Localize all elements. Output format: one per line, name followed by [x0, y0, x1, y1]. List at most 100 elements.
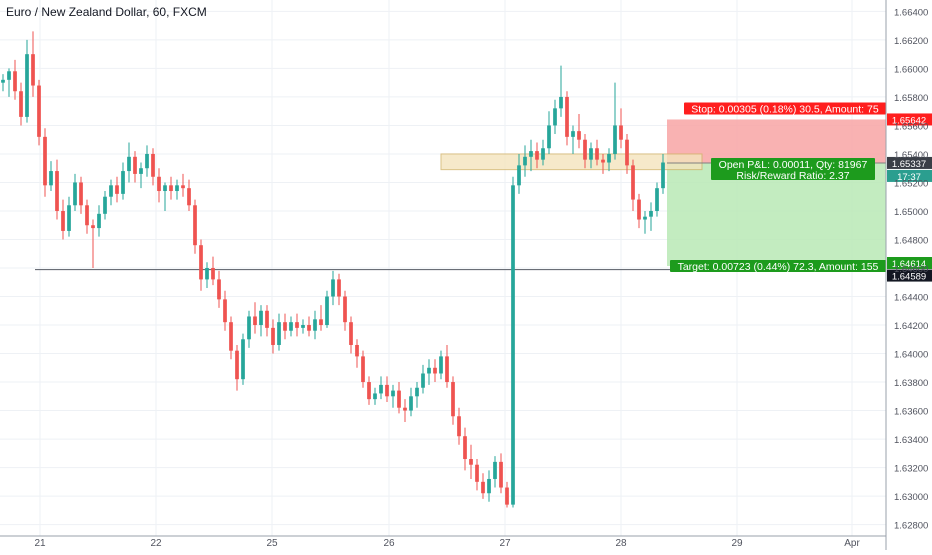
candle-body [139, 168, 143, 174]
candle-body [187, 188, 191, 206]
candle-body [181, 185, 185, 189]
candle-body [121, 171, 125, 194]
y-tick-label: 1.65200 [894, 178, 928, 189]
pnl-label-bg [711, 157, 875, 180]
candle-body [625, 139, 629, 166]
candle-body [259, 310, 263, 326]
candle-body [409, 396, 413, 411]
x-tick-label: Apr [844, 538, 860, 549]
candle-body [307, 325, 311, 331]
price-label-stop-bg [887, 113, 932, 126]
candle-body [337, 279, 341, 297]
y-tick-label: 1.64800 [894, 235, 928, 246]
chart-title: Euro / New Zealand Dollar, 60, FXCM [6, 5, 207, 19]
y-tick-label: 1.64200 [894, 321, 928, 332]
candle-body [367, 382, 371, 400]
candle-body [607, 153, 611, 163]
candle-body [439, 356, 443, 374]
candle-body [643, 216, 647, 220]
candle-body [451, 382, 455, 417]
y-tick-label: 1.63800 [894, 378, 928, 389]
target-label-bg [670, 260, 886, 273]
candle-body [301, 325, 305, 328]
candle-body [463, 436, 467, 460]
candle-body [37, 85, 41, 137]
candle-body [175, 185, 179, 192]
price-label-target-bg [887, 257, 932, 270]
candle-body [223, 299, 227, 323]
candle-body [403, 407, 407, 411]
candle-body [523, 156, 527, 166]
candle-body [595, 148, 599, 160]
candle-body [157, 176, 161, 192]
candle-body [49, 171, 53, 186]
candle-body [73, 182, 77, 206]
candle-body [145, 153, 149, 169]
y-tick-label: 1.64600 [894, 264, 928, 275]
position-labels: Stop: 0.00305 (0.18%) 30.5, Amount: 75 Op… [670, 102, 932, 283]
candle-body [193, 205, 197, 246]
candle-body [61, 210, 65, 231]
candle-body [361, 356, 365, 383]
pnl-label-text: Risk/Reward Ratio: 2.37 [736, 170, 849, 182]
y-tick-label: 1.66400 [894, 7, 928, 18]
candle-body [529, 151, 533, 157]
x-tick-label: 29 [731, 538, 743, 549]
candle-body [511, 185, 515, 505]
candle-body [25, 54, 29, 117]
candle-body [211, 268, 215, 280]
candle-body [55, 171, 59, 211]
candle-body [13, 71, 17, 92]
candle-body [343, 296, 347, 323]
candle-body [487, 478, 491, 494]
candle-body [7, 71, 11, 80]
candle-body [655, 188, 659, 211]
candle-body [631, 165, 635, 200]
candle-body [475, 464, 479, 482]
candle-body [205, 268, 209, 280]
target-zone [667, 162, 886, 267]
y-tick-label: 1.66200 [894, 36, 928, 47]
candle-body [427, 367, 431, 374]
price-label-timer: 17:37 [897, 172, 921, 183]
stop-label-text: Stop: 0.00305 (0.18%) 30.5, Amount: 75 [691, 103, 879, 115]
candle-body [457, 416, 461, 437]
candle-body [505, 487, 509, 505]
candle-body [535, 151, 539, 160]
candle-body [283, 322, 287, 331]
price-label-target: 1.64614 [892, 259, 926, 270]
candle-body [289, 322, 293, 331]
candle-body [373, 393, 377, 400]
candle-body [517, 165, 521, 186]
candle-body [79, 182, 83, 206]
candle-body [319, 319, 323, 326]
candle-body [43, 136, 47, 186]
y-tick-label: 1.64400 [894, 293, 928, 304]
price-label-current: 1.65337 [892, 159, 926, 170]
x-tick-label: 22 [150, 538, 162, 549]
stop-label-bg [684, 102, 886, 115]
candle-body [1, 79, 5, 83]
price-label-current-bg [887, 156, 932, 169]
y-tick-label: 1.65800 [894, 93, 928, 104]
price-label-line-bg [887, 269, 932, 282]
candle-body [391, 390, 395, 397]
pnl-label-text: Open P&L: 0.00011, Qty: 81967 [719, 159, 868, 171]
candle-body [421, 373, 425, 388]
candle-body [229, 322, 233, 351]
candle-body [103, 196, 107, 214]
candle-body [601, 159, 605, 163]
candle-body [31, 54, 35, 86]
candle-body [169, 185, 173, 192]
y-tick-label: 1.65600 [894, 121, 928, 132]
candle-body [469, 459, 473, 465]
y-tick-label: 1.62800 [894, 521, 928, 532]
candle-body [241, 339, 245, 380]
candle-body [295, 322, 299, 328]
candle-body [589, 148, 593, 160]
candle-body [115, 185, 119, 194]
candle-body [481, 481, 485, 494]
